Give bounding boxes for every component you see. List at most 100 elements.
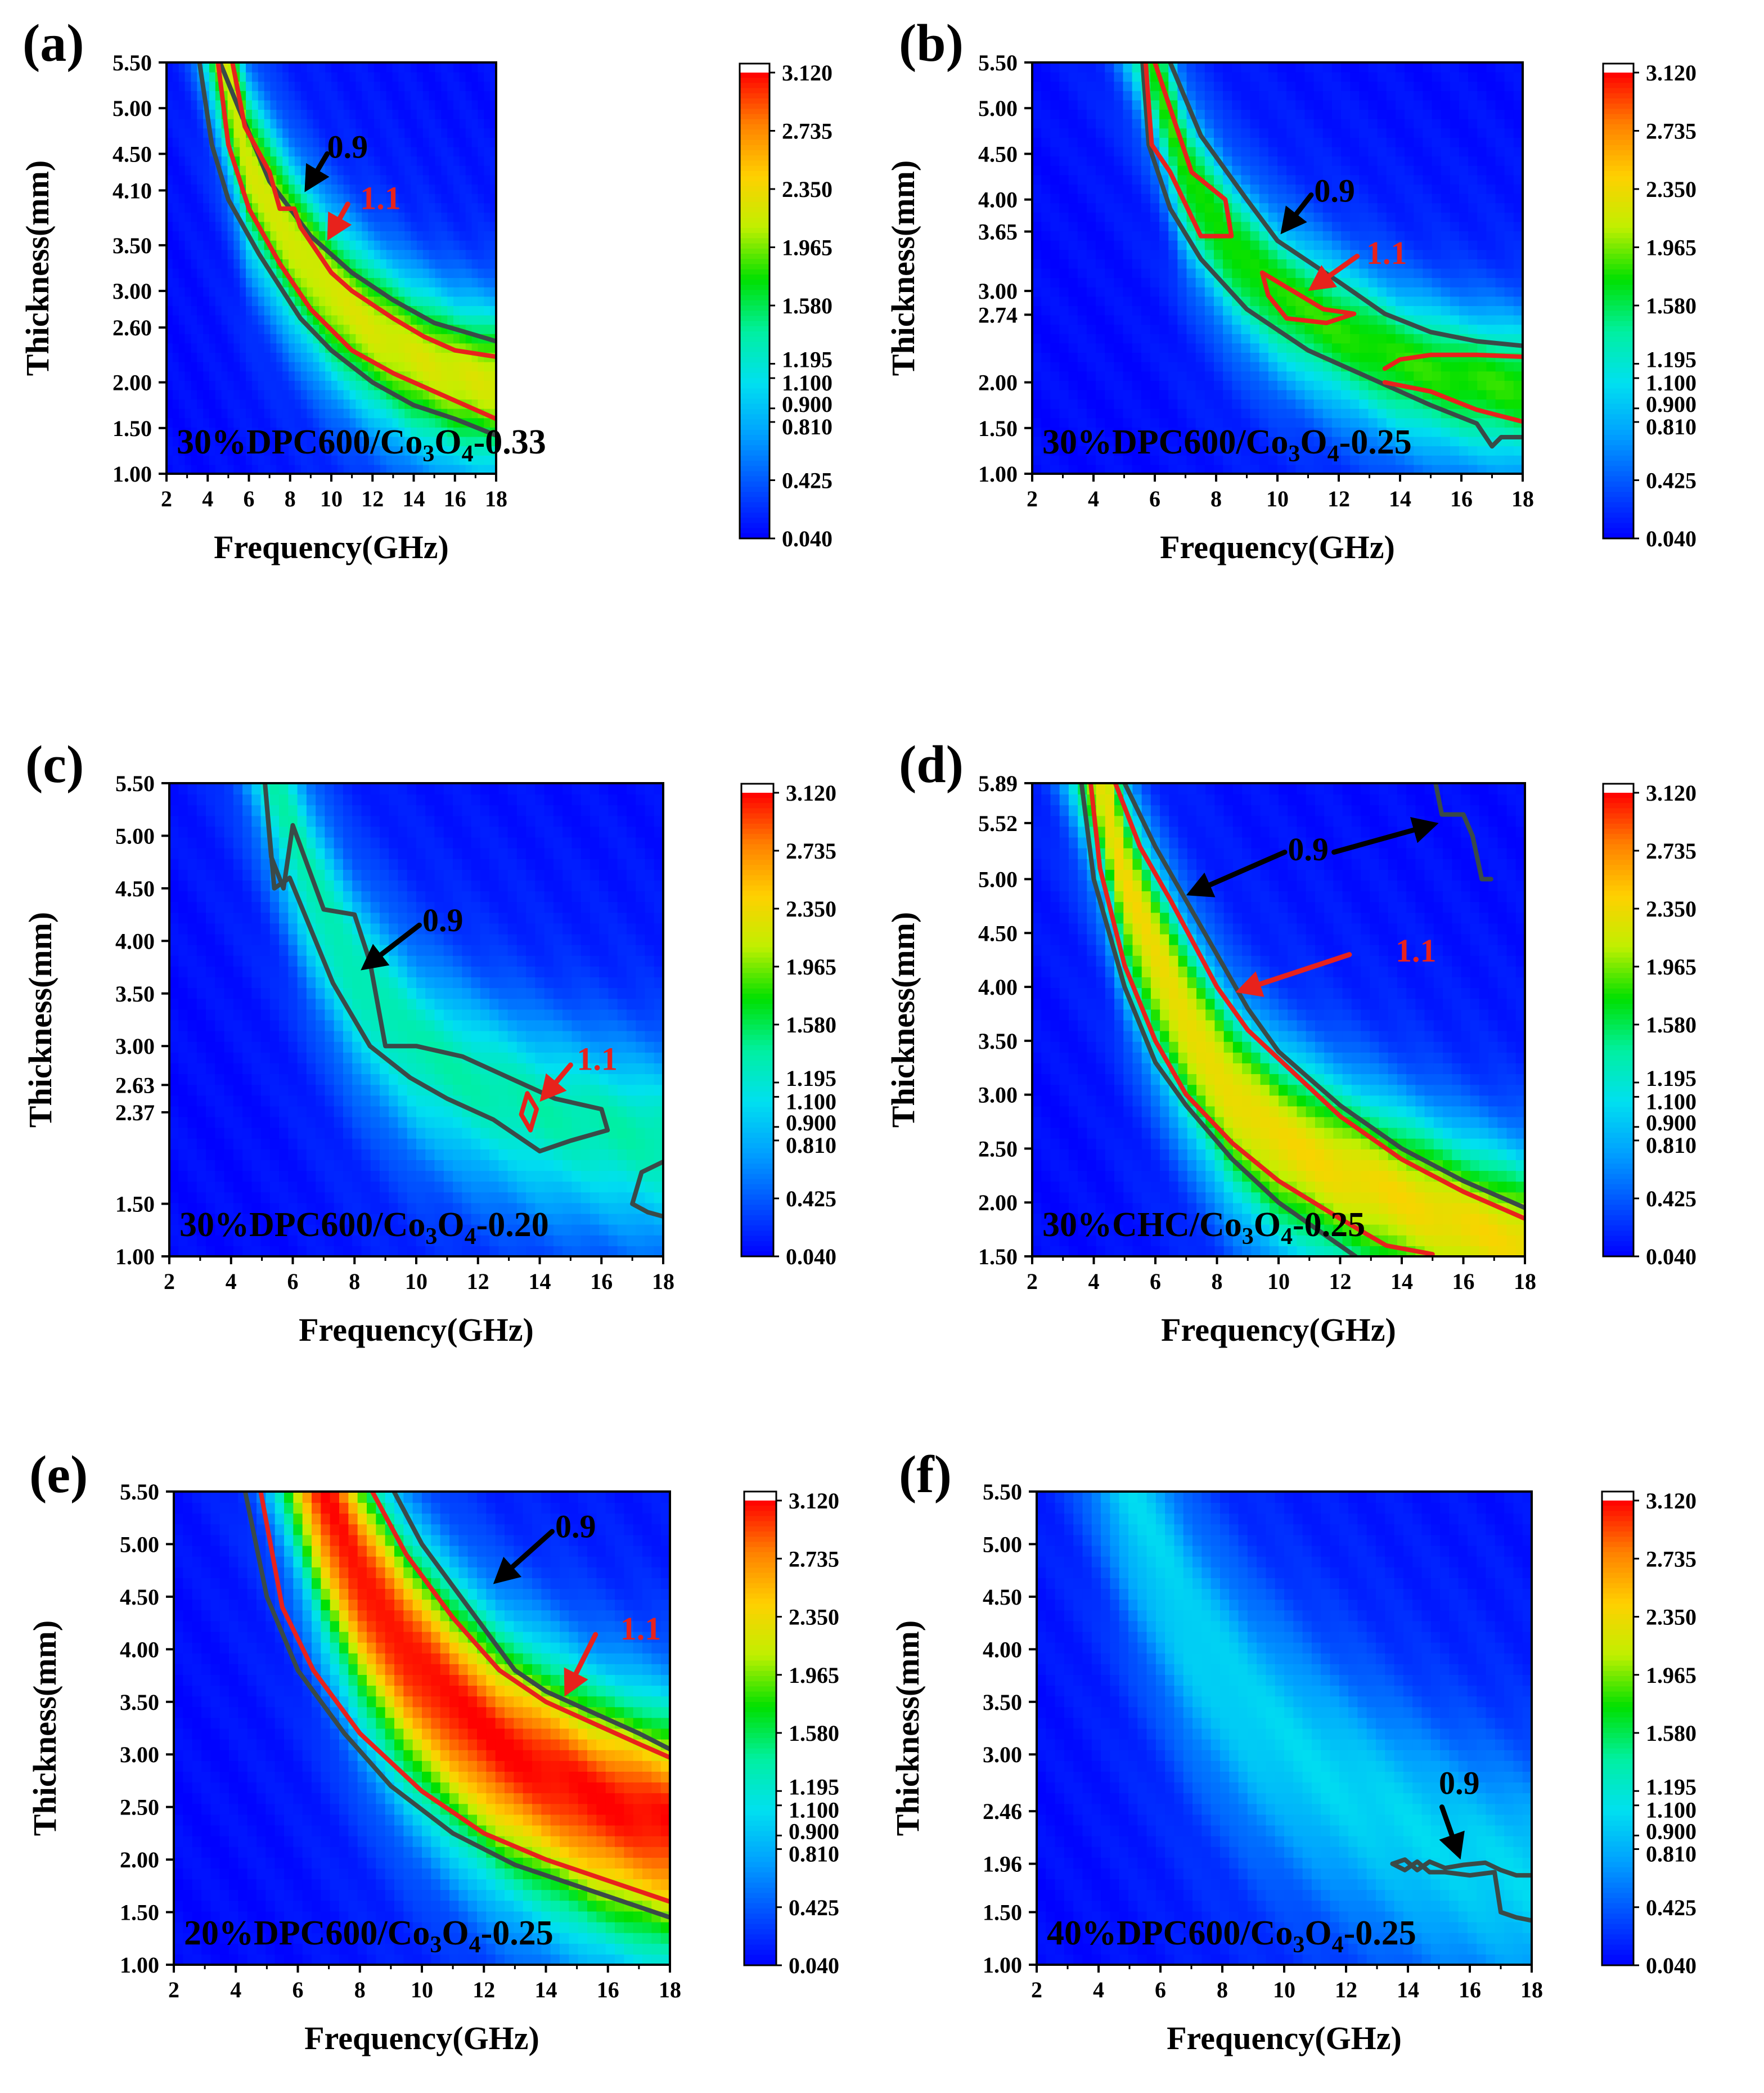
heatmap-cell [166,464,173,474]
heatmap-cell [478,62,485,73]
heatmap-cell [1195,296,1205,306]
heatmap-cell [227,343,235,353]
heatmap-cell [1414,81,1424,91]
heatmap-cell [294,426,302,437]
heatmap-cell [1386,446,1396,456]
heatmap-cell [490,371,496,381]
heatmap-cell [289,71,295,82]
heatmap-cell [490,399,496,409]
heatmap-cell [453,380,460,390]
heatmap-cell [1423,212,1433,222]
heatmap-cell [1504,286,1514,297]
heatmap-cell [227,286,235,297]
heatmap-cell [416,361,424,372]
heatmap-cell [178,165,186,176]
heatmap-cell [184,343,192,353]
heatmap-cell [1177,249,1187,259]
heatmap-cell [1395,240,1406,250]
heatmap-cell [264,408,271,419]
heatmap-cell [1313,100,1324,110]
heatmap-cell [1132,146,1142,157]
heatmap-cell [319,81,326,91]
heatmap-cell [1204,371,1214,381]
heatmap-cell [282,100,290,110]
heatmap-cell [337,90,344,101]
heatmap-cell [1259,343,1269,353]
heatmap-cell [337,380,344,390]
heatmap-cell [465,249,472,259]
heatmap-cell [1468,146,1478,157]
heatmap-cell [1068,361,1078,372]
heatmap-cell [191,100,198,110]
heatmap-cell [392,174,399,185]
heatmap-cell [1513,315,1523,325]
heatmap-cell [1295,118,1306,129]
heatmap-cell [203,324,210,334]
heatmap-cell [233,231,241,241]
heatmap-cell [1277,100,1288,110]
heatmap-cell [398,464,406,474]
heatmap-cell [1468,183,1478,194]
heatmap-cell [1159,258,1169,269]
heatmap-cell [1322,324,1333,334]
heatmap-cell [1050,286,1060,297]
heatmap-cell [1395,100,1406,110]
heatmap-cell [380,277,387,288]
heatmap-cell [203,389,210,400]
heatmap-cell [203,240,210,250]
heatmap-cell [1114,268,1124,279]
heatmap-cell [172,193,179,204]
heatmap-cell [191,399,198,409]
heatmap-cell [1359,446,1369,456]
heatmap-cell [422,203,430,213]
heatmap-cell [422,231,430,241]
heatmap-cell [307,128,314,138]
heatmap-cell [1114,408,1124,419]
heatmap-cell [1277,258,1288,269]
heatmap-cell [240,446,247,456]
heatmap-cell [289,399,295,409]
heatmap-cell [1341,165,1351,176]
heatmap-cell [264,118,271,129]
heatmap-cell [246,71,253,82]
heatmap-cell [404,81,412,91]
heatmap-cell [246,352,253,362]
heatmap-cell [1414,100,1424,110]
heatmap-cell [1322,81,1333,91]
heatmap-cell [1105,417,1115,428]
annotation-label: 0.9 [327,128,368,165]
heatmap-cell [325,81,332,91]
colorbar-band [740,316,770,322]
heatmap-cell [386,333,393,344]
heatmap-cell [1050,240,1060,250]
heatmap-cell [1232,455,1242,465]
heatmap-cell [1096,221,1106,232]
heatmap-cell [1096,174,1106,185]
heatmap-cell [356,426,363,437]
heatmap-cell [1304,203,1315,213]
heatmap-cell [1086,352,1097,362]
heatmap-cell [1268,371,1278,381]
heatmap-cell [184,212,192,222]
heatmap-cell [1177,446,1187,456]
heatmap-cell [264,296,271,306]
heatmap-cell [1405,361,1415,372]
heatmap-cell [1331,146,1342,157]
heatmap-cell [1232,231,1242,241]
heatmap-cell [1368,455,1378,465]
heatmap-cell [1295,156,1306,166]
heatmap-cell [1241,277,1251,288]
heatmap-cell [1341,109,1351,119]
colorbar-tick-label: 2.350 [782,177,832,202]
heatmap-cell [313,71,320,82]
heatmap-cell [1150,436,1160,447]
heatmap-cell [307,380,314,390]
heatmap-cell [1368,277,1378,288]
heatmap-cell [453,446,460,456]
heatmap-cell [166,137,173,147]
heatmap-cell [1123,315,1133,325]
heatmap-cell [1268,109,1278,119]
heatmap-cell [404,315,412,325]
heatmap-cell [1459,146,1469,157]
heatmap-cell [1341,137,1351,147]
